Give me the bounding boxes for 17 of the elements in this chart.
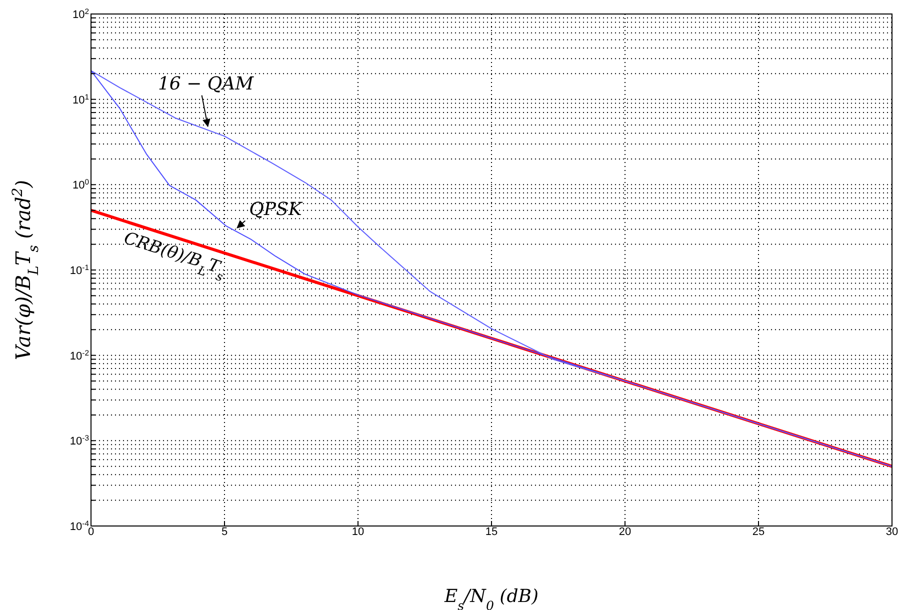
x-tick-label: 25 <box>752 526 765 538</box>
x-tick-label: 20 <box>618 526 632 538</box>
x-tick-label: 15 <box>485 526 498 538</box>
x-tick-label: 10 <box>352 526 364 538</box>
y-tick-label: 10$^{1}$ <box>72 92 89 106</box>
x-tick-label: 0 <box>88 526 94 538</box>
y-tick-label: 10$^{2}$ <box>72 6 89 21</box>
y-tick-label: 10$^{-4}$ <box>70 518 90 533</box>
y-tick-label: 10$^{-1}$ <box>70 262 89 277</box>
x-tick-label: 5 <box>221 526 228 538</box>
y-tick-label: 10$^{-3}$ <box>70 433 89 448</box>
y-tick-label: 10$^{0}$ <box>72 177 89 192</box>
x-axis-title: E$_{s}$/N$_{0}$ (dB) <box>444 586 538 610</box>
series-label: QPSK <box>249 198 304 220</box>
y-tick-label: 10$^{-2}$ <box>70 348 89 362</box>
x-tick-label: 30 <box>886 526 898 538</box>
series-label: 16 − QAM <box>158 73 254 94</box>
